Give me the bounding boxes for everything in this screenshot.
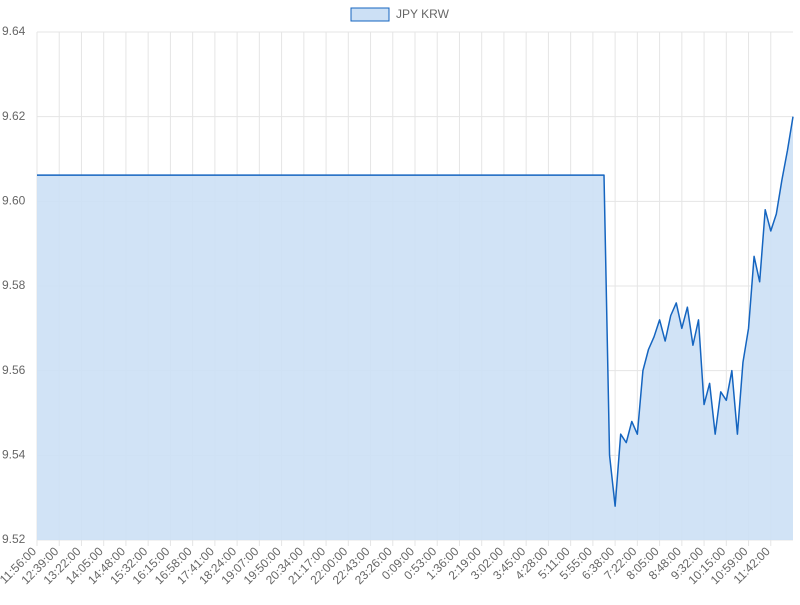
area [37, 116, 793, 541]
y-tick-label: 9.62 [2, 109, 26, 123]
line [37, 116, 794, 507]
y-tick-label: 9.60 [2, 194, 26, 208]
y-tick-label: 9.54 [2, 448, 26, 462]
y-tick-label: 9.52 [2, 532, 26, 546]
legend-label: JPY KRW [396, 7, 450, 21]
y-tick-label: 9.58 [2, 278, 26, 292]
legend-swatch [350, 7, 390, 22]
y-tick-label: 9.64 [2, 24, 26, 38]
y-tick-label: 9.56 [2, 363, 26, 377]
